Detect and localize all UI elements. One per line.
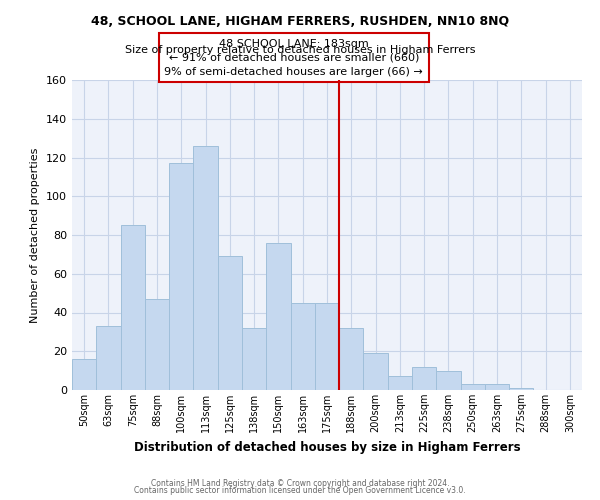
Bar: [315, 303, 339, 390]
Bar: [461, 384, 485, 390]
Bar: [436, 370, 461, 390]
Text: 48 SCHOOL LANE: 183sqm
← 91% of detached houses are smaller (660)
9% of semi-det: 48 SCHOOL LANE: 183sqm ← 91% of detached…: [164, 39, 423, 77]
Bar: [193, 146, 218, 390]
Bar: [509, 388, 533, 390]
Bar: [266, 243, 290, 390]
Bar: [242, 328, 266, 390]
Text: 48, SCHOOL LANE, HIGHAM FERRERS, RUSHDEN, NN10 8NQ: 48, SCHOOL LANE, HIGHAM FERRERS, RUSHDEN…: [91, 15, 509, 28]
Bar: [290, 303, 315, 390]
Bar: [218, 256, 242, 390]
Bar: [96, 326, 121, 390]
Text: Contains public sector information licensed under the Open Government Licence v3: Contains public sector information licen…: [134, 486, 466, 495]
Y-axis label: Number of detached properties: Number of detached properties: [31, 148, 40, 322]
Text: Size of property relative to detached houses in Higham Ferrers: Size of property relative to detached ho…: [125, 45, 475, 55]
Bar: [364, 353, 388, 390]
Bar: [121, 226, 145, 390]
Bar: [339, 328, 364, 390]
Bar: [72, 359, 96, 390]
Text: Contains HM Land Registry data © Crown copyright and database right 2024.: Contains HM Land Registry data © Crown c…: [151, 478, 449, 488]
Bar: [169, 164, 193, 390]
Bar: [412, 367, 436, 390]
Bar: [485, 384, 509, 390]
Bar: [388, 376, 412, 390]
Bar: [145, 299, 169, 390]
X-axis label: Distribution of detached houses by size in Higham Ferrers: Distribution of detached houses by size …: [134, 440, 520, 454]
